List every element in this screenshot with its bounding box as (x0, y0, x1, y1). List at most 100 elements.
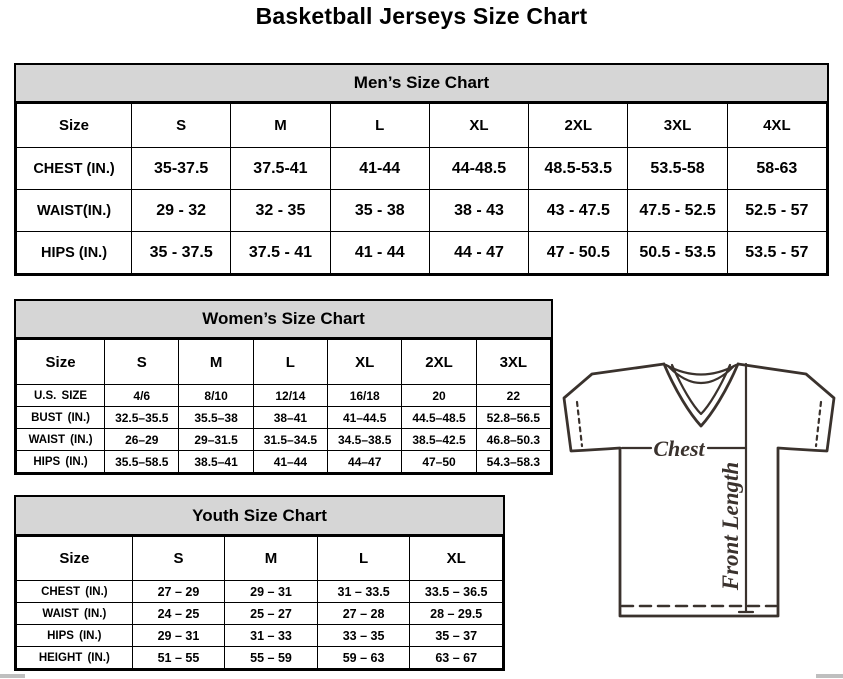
size-value: 52.8–56.5 (475, 406, 552, 429)
size-value: 47–50 (401, 450, 477, 473)
row-label: WAIST(IN.) (15, 189, 133, 232)
size-value: 29 – 31 (131, 624, 226, 647)
row-label: WAIST (IN.) (16, 602, 133, 625)
size-value: 29 – 31 (224, 580, 318, 603)
mens-size-table: Size S M L XL 2XL 3XL 4XL CHEST (IN.) 35… (15, 103, 828, 274)
size-value: 44.5–48.5 (401, 406, 477, 429)
column-header: L (329, 103, 430, 148)
column-header: Size (15, 103, 133, 148)
column-header: 4XL (726, 103, 828, 148)
size-value: 44 - 47 (428, 231, 530, 274)
size-value: 29 - 32 (131, 189, 232, 232)
table-row: CHEST (IN.) 35-37.5 37.5-41 41-44 44-48.… (15, 147, 828, 190)
size-value: 25 – 27 (224, 602, 318, 625)
column-header: Size (15, 339, 106, 385)
size-value: 50.5 - 53.5 (627, 231, 728, 274)
size-value: 38.5–41 (178, 450, 254, 473)
column-header: S (131, 103, 232, 148)
row-label: HIPS (IN.) (15, 231, 133, 274)
column-header: 3XL (475, 339, 552, 385)
size-value: 38 - 43 (428, 189, 530, 232)
size-value: 52.5 - 57 (726, 189, 828, 232)
size-value: 35-37.5 (131, 147, 232, 190)
size-value: 48.5-53.5 (528, 147, 629, 190)
size-value: 47 - 50.5 (528, 231, 629, 274)
size-value: 53.5-58 (627, 147, 728, 190)
size-value: 35 – 37 (409, 624, 503, 647)
size-value: 55 – 59 (224, 646, 318, 669)
horizontal-scrollbar-fragment-left[interactable] (0, 674, 25, 678)
column-header: XL (428, 103, 530, 148)
column-header: S (104, 339, 180, 385)
womens-size-chart: Women’s Size Chart Size S M L XL 2XL 3XL… (14, 299, 553, 475)
size-value: 43 - 47.5 (528, 189, 629, 232)
row-label: HEIGHT (IN.) (16, 646, 133, 669)
size-value: 35.5–58.5 (104, 450, 180, 473)
size-value: 63 – 67 (409, 646, 503, 669)
column-header: M (178, 339, 254, 385)
womens-size-table: Size S M L XL 2XL 3XL U.S. SIZE 4/6 8/10… (15, 339, 552, 473)
size-value: 16/18 (327, 384, 403, 407)
row-label: HIPS (IN.) (15, 450, 106, 473)
size-value: 31.5–34.5 (252, 428, 329, 451)
size-value: 58-63 (726, 147, 828, 190)
size-value: 33 – 35 (316, 624, 411, 647)
youth-size-table: Size S M L XL CHEST (IN.) 27 – 29 29 – 3… (16, 536, 503, 669)
size-value: 51 – 55 (131, 646, 226, 669)
size-value: 37.5-41 (230, 147, 331, 190)
row-label: WAIST (IN.) (15, 428, 106, 451)
column-header: 2XL (401, 339, 477, 385)
table-row: WAIST (IN.) 24 – 25 25 – 27 27 – 28 28 –… (16, 602, 503, 625)
size-value: 24 – 25 (131, 602, 226, 625)
table-row: U.S. SIZE 4/6 8/10 12/14 16/18 20 22 (15, 384, 552, 407)
page-title: Basketball Jerseys Size Chart (255, 3, 588, 29)
size-value: 41 - 44 (329, 231, 430, 274)
front-length-label: Front Length (718, 462, 743, 591)
horizontal-scrollbar-fragment-right[interactable] (816, 674, 843, 678)
column-header: 3XL (627, 103, 728, 148)
size-value: 28 – 29.5 (409, 602, 503, 625)
size-value: 41–44 (252, 450, 329, 473)
size-value: 37.5 - 41 (230, 231, 331, 274)
column-header: 2XL (528, 103, 629, 148)
column-header: Size (16, 536, 133, 581)
column-header: XL (327, 339, 403, 385)
row-label: HIPS (IN.) (16, 624, 133, 647)
row-label: CHEST (IN.) (16, 580, 133, 603)
size-value: 38–41 (252, 406, 329, 429)
size-value: 33.5 – 36.5 (409, 580, 503, 603)
column-header: L (252, 339, 329, 385)
size-value: 35.5–38 (178, 406, 254, 429)
row-label: U.S. SIZE (15, 384, 106, 407)
size-value: 27 – 29 (131, 580, 226, 603)
size-value: 4/6 (104, 384, 180, 407)
size-value: 46.8–50.3 (475, 428, 552, 451)
size-value: 44–47 (327, 450, 403, 473)
size-value: 35 - 38 (329, 189, 430, 232)
size-value: 34.5–38.5 (327, 428, 403, 451)
column-header: L (316, 536, 411, 581)
size-value: 32.5–35.5 (104, 406, 180, 429)
table-row: CHEST (IN.) 27 – 29 29 – 31 31 – 33.5 33… (16, 580, 503, 603)
column-header: XL (409, 536, 503, 581)
column-header: S (131, 536, 226, 581)
table-row: BUST (IN.) 32.5–35.5 35.5–38 38–41 41–44… (15, 406, 552, 429)
youth-size-chart: Youth Size Chart Size S M L XL CHEST (IN… (14, 495, 505, 671)
column-header: M (230, 103, 331, 148)
size-value: 22 (475, 384, 552, 407)
size-value: 12/14 (252, 384, 329, 407)
size-value: 41–44.5 (327, 406, 403, 429)
table-row: HIPS (IN.) 35 - 37.5 37.5 - 41 41 - 44 4… (15, 231, 828, 274)
column-header: M (224, 536, 318, 581)
size-value: 54.3–58.3 (475, 450, 552, 473)
row-label: BUST (IN.) (15, 406, 106, 429)
table-header-row: Size S M L XL (16, 536, 503, 581)
mens-chart-title: Men’s Size Chart (16, 65, 827, 103)
size-value: 27 – 28 (316, 602, 411, 625)
table-row: HIPS (IN.) 35.5–58.5 38.5–41 41–44 44–47… (15, 450, 552, 473)
size-value: 26–29 (104, 428, 180, 451)
size-value: 59 – 63 (316, 646, 411, 669)
size-value: 29–31.5 (178, 428, 254, 451)
size-value: 35 - 37.5 (131, 231, 232, 274)
